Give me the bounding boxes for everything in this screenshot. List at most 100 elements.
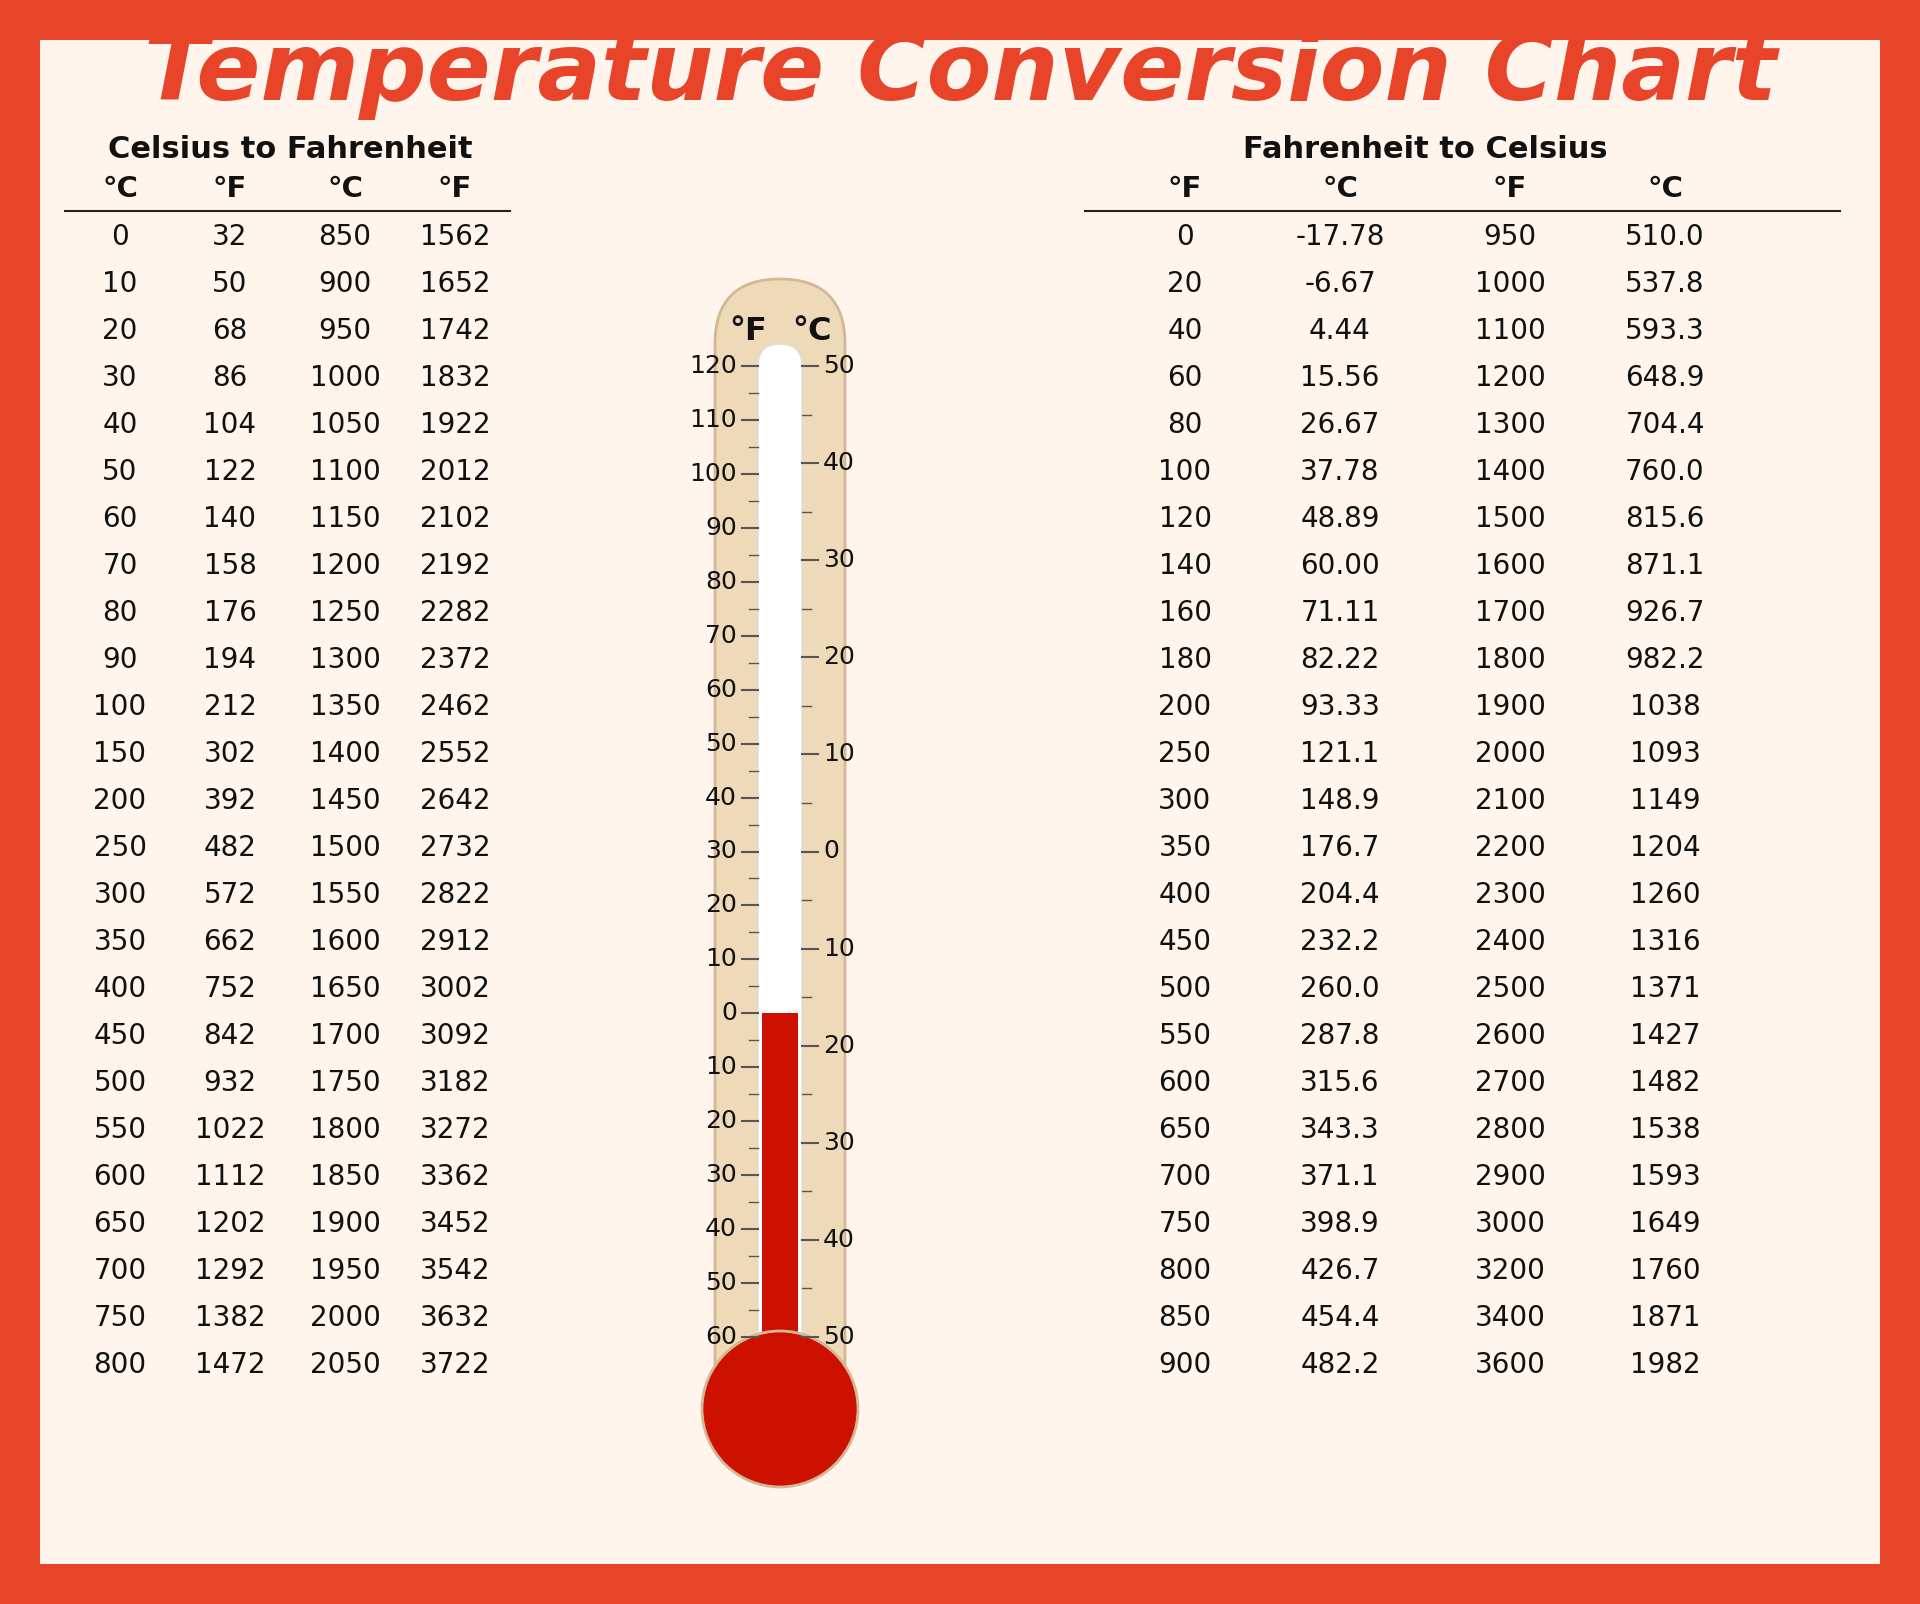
Text: 1482: 1482 [1630, 1068, 1701, 1097]
Text: 662: 662 [204, 929, 257, 956]
Text: 932: 932 [204, 1068, 257, 1097]
Text: 250: 250 [94, 834, 146, 861]
Text: -17.78: -17.78 [1296, 223, 1384, 250]
Text: Celsius to Fahrenheit: Celsius to Fahrenheit [108, 135, 472, 164]
Text: 1742: 1742 [420, 318, 490, 345]
Text: 260.0: 260.0 [1300, 975, 1380, 1002]
Text: 60: 60 [705, 1325, 737, 1349]
Text: 2282: 2282 [420, 598, 490, 627]
Text: 2400: 2400 [1475, 929, 1546, 956]
Text: 1150: 1150 [309, 505, 380, 533]
Text: 176: 176 [204, 598, 257, 627]
Text: 450: 450 [94, 1022, 146, 1051]
Text: 2192: 2192 [420, 552, 490, 581]
Text: 50: 50 [102, 459, 138, 486]
Text: 1022: 1022 [194, 1116, 265, 1144]
Text: 1652: 1652 [420, 269, 490, 298]
Text: 30: 30 [705, 839, 737, 863]
Text: °F: °F [438, 175, 472, 204]
Text: °F: °F [1494, 175, 1526, 204]
Text: 2462: 2462 [420, 693, 490, 722]
Text: 1600: 1600 [1475, 552, 1546, 581]
Text: 20: 20 [824, 1033, 854, 1057]
Text: 1649: 1649 [1630, 1209, 1701, 1238]
Text: 572: 572 [204, 881, 257, 909]
Text: 2000: 2000 [309, 1304, 380, 1331]
Text: 950: 950 [1484, 223, 1536, 250]
Text: 158: 158 [204, 552, 257, 581]
Text: 1700: 1700 [1475, 598, 1546, 627]
Text: 2822: 2822 [420, 881, 490, 909]
Text: 0: 0 [722, 1001, 737, 1025]
Text: 3200: 3200 [1475, 1258, 1546, 1285]
Text: 180: 180 [1158, 646, 1212, 674]
Text: 1300: 1300 [1475, 411, 1546, 439]
Text: 3632: 3632 [420, 1304, 490, 1331]
Text: 40: 40 [824, 1229, 854, 1251]
Text: 80: 80 [1167, 411, 1202, 439]
Text: 2100: 2100 [1475, 788, 1546, 815]
Text: 287.8: 287.8 [1300, 1022, 1380, 1051]
Text: 900: 900 [1158, 1351, 1212, 1379]
Text: 40: 40 [705, 786, 737, 810]
Text: °C: °C [326, 175, 363, 204]
Text: °F: °F [1167, 175, 1202, 204]
Text: 1050: 1050 [309, 411, 380, 439]
Text: 1292: 1292 [194, 1258, 265, 1285]
Text: 2300: 2300 [1475, 881, 1546, 909]
Text: 70: 70 [102, 552, 138, 581]
Text: 1900: 1900 [309, 1209, 380, 1238]
Text: °C: °C [1323, 175, 1357, 204]
Text: 350: 350 [1158, 834, 1212, 861]
Text: 3542: 3542 [420, 1258, 490, 1285]
Text: 0: 0 [1177, 223, 1194, 250]
Text: Temperature Conversion Chart: Temperature Conversion Chart [144, 27, 1776, 120]
Text: 4.44: 4.44 [1309, 318, 1371, 345]
Text: °F: °F [730, 316, 766, 346]
Text: 2912: 2912 [420, 929, 490, 956]
Text: °C: °C [1647, 175, 1684, 204]
Text: 1500: 1500 [1475, 505, 1546, 533]
Text: 2102: 2102 [420, 505, 490, 533]
Text: 537.8: 537.8 [1624, 269, 1705, 298]
Text: 2552: 2552 [420, 739, 490, 768]
Text: 700: 700 [1158, 1163, 1212, 1192]
Text: 752: 752 [204, 975, 257, 1002]
Text: 30: 30 [705, 1163, 737, 1187]
Text: 315.6: 315.6 [1300, 1068, 1380, 1097]
Text: 500: 500 [1158, 975, 1212, 1002]
Text: 60: 60 [1167, 364, 1202, 391]
Text: 850: 850 [319, 223, 371, 250]
Text: 750: 750 [1158, 1209, 1212, 1238]
Text: 30: 30 [102, 364, 138, 391]
Text: 1550: 1550 [309, 881, 380, 909]
Text: 10: 10 [824, 937, 854, 961]
Text: 760.0: 760.0 [1624, 459, 1705, 486]
Text: 26.67: 26.67 [1300, 411, 1380, 439]
Text: 600: 600 [1158, 1068, 1212, 1097]
Text: 48.89: 48.89 [1300, 505, 1380, 533]
Text: 1800: 1800 [309, 1116, 380, 1144]
Text: 200: 200 [94, 788, 146, 815]
Text: 250: 250 [1158, 739, 1212, 768]
Text: 140: 140 [204, 505, 257, 533]
Text: 454.4: 454.4 [1300, 1304, 1380, 1331]
Text: 842: 842 [204, 1022, 257, 1051]
Text: 3182: 3182 [420, 1068, 490, 1097]
Text: 104: 104 [204, 411, 257, 439]
Text: 648.9: 648.9 [1624, 364, 1705, 391]
Text: 2012: 2012 [420, 459, 490, 486]
Text: 100: 100 [1158, 459, 1212, 486]
Text: 982.2: 982.2 [1624, 646, 1705, 674]
Text: 800: 800 [94, 1351, 146, 1379]
Text: 1900: 1900 [1475, 693, 1546, 722]
Text: 68: 68 [213, 318, 248, 345]
Text: 32: 32 [213, 223, 248, 250]
Text: 1950: 1950 [309, 1258, 380, 1285]
Text: 3272: 3272 [420, 1116, 490, 1144]
Text: 90: 90 [102, 646, 138, 674]
Text: 37.78: 37.78 [1300, 459, 1380, 486]
Text: 110: 110 [689, 407, 737, 431]
Text: 750: 750 [94, 1304, 146, 1331]
Text: 1700: 1700 [309, 1022, 380, 1051]
